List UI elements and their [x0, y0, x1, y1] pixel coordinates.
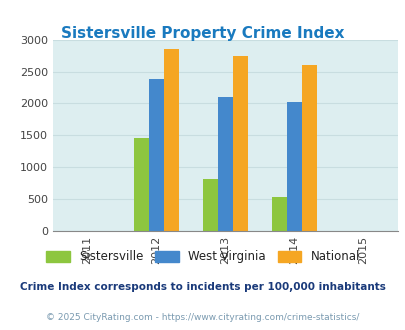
Bar [164, 49, 179, 231]
Text: Crime Index corresponds to incidents per 100,000 inhabitants: Crime Index corresponds to incidents per… [20, 282, 385, 292]
Bar [232, 55, 247, 231]
Bar [286, 102, 301, 231]
Legend: Sistersville, West Virginia, National: Sistersville, West Virginia, National [42, 247, 363, 267]
Text: Sistersville Property Crime Index: Sistersville Property Crime Index [61, 26, 344, 41]
Bar [301, 65, 316, 231]
Bar [202, 179, 217, 231]
Text: © 2025 CityRating.com - https://www.cityrating.com/crime-statistics/: © 2025 CityRating.com - https://www.city… [46, 313, 359, 322]
Bar [217, 97, 232, 231]
Bar [271, 197, 286, 231]
Bar [148, 80, 164, 231]
Bar [133, 139, 148, 231]
